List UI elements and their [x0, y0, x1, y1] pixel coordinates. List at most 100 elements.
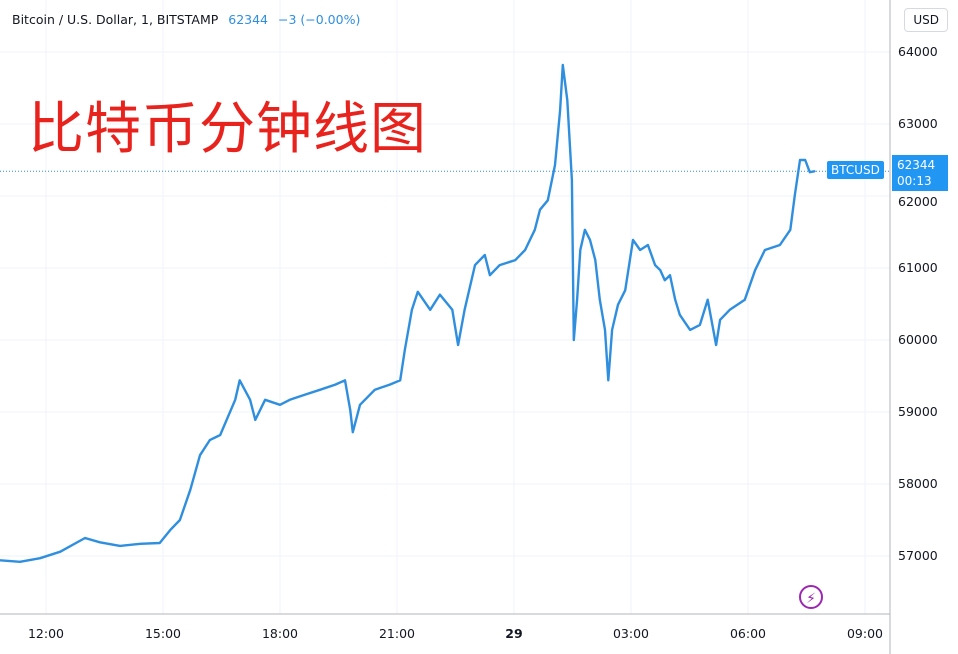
x-tick-label: 18:00	[262, 626, 298, 641]
price-point	[624, 289, 626, 292]
price-point	[639, 249, 641, 251]
price-point	[689, 329, 691, 331]
price-point	[389, 383, 391, 386]
time-axis[interactable]: 12:00 15:00 18:00 21:00 29 03:00 06:00 09:00	[28, 626, 883, 641]
price-point	[279, 404, 281, 406]
y-tick-label: 63000	[898, 116, 938, 131]
price-point	[417, 291, 419, 293]
price-point	[209, 439, 211, 441]
symbol-tag: BTCUSD	[827, 161, 884, 179]
price-point	[566, 99, 569, 101]
price-point	[374, 388, 376, 391]
price-tag-value: 62344	[897, 158, 936, 172]
chart-legend: Bitcoin / U.S. Dollar, 1, BITSTAMP 62344…	[12, 12, 360, 27]
currency-button[interactable]: USD	[904, 8, 948, 32]
price-point	[303, 393, 306, 396]
price-point	[344, 379, 346, 382]
price-point	[484, 254, 486, 256]
price-point	[699, 324, 701, 326]
price-point	[617, 303, 619, 306]
price-point	[764, 249, 766, 251]
price-point	[632, 239, 634, 241]
price-point	[429, 309, 432, 311]
price-point	[789, 229, 792, 231]
price-point	[607, 379, 610, 382]
price-point	[664, 279, 666, 282]
grid	[0, 0, 890, 614]
price-point	[669, 274, 671, 277]
price-points	[0, 64, 816, 563]
price-point	[59, 550, 62, 553]
price-point	[119, 545, 121, 547]
price-point	[559, 109, 561, 112]
price-point	[719, 319, 721, 321]
price-point	[706, 298, 709, 301]
y-tick-label: 62000	[898, 194, 938, 209]
price-point	[219, 434, 221, 436]
price-axis[interactable]: 57000 58000 59000 60000 61000 62000 63000 64000	[898, 44, 938, 563]
last-price: 62344	[228, 12, 269, 27]
price-point	[599, 298, 601, 301]
price-point	[359, 404, 361, 406]
price-point	[604, 329, 606, 331]
price-point	[39, 557, 41, 559]
price-point	[794, 194, 796, 197]
price-point	[352, 431, 354, 434]
price-point	[524, 249, 526, 251]
y-tick-label: 64000	[898, 44, 938, 59]
price-point	[779, 244, 781, 246]
price-point	[589, 239, 591, 241]
price-point	[809, 171, 811, 173]
price-point	[463, 309, 466, 311]
price-point	[573, 339, 575, 341]
symbol-description: Bitcoin / U.S. Dollar, 1, BITSTAMP	[12, 12, 219, 27]
price-point	[579, 249, 582, 251]
y-tick-label: 59000	[898, 404, 938, 419]
price-point	[411, 309, 413, 311]
price-point	[0, 559, 1, 562]
price-point	[594, 259, 597, 261]
price-point	[474, 264, 476, 266]
x-tick-label: 15:00	[145, 626, 181, 641]
price-point	[139, 543, 141, 545]
price-point	[234, 399, 236, 401]
y-tick-label: 58000	[898, 476, 938, 491]
price-point	[169, 529, 171, 531]
lightning-icon[interactable]: ⚡	[799, 585, 823, 609]
price-point	[654, 264, 656, 266]
x-tick-label: 12:00	[28, 626, 64, 641]
price-point	[534, 229, 536, 231]
price-point	[179, 519, 181, 521]
price-point	[674, 298, 676, 301]
price-change: −3 (−0.00%)	[278, 12, 361, 27]
price-point	[289, 399, 291, 401]
price-point	[715, 344, 717, 346]
price-point	[264, 399, 266, 401]
price-point	[349, 409, 352, 411]
price-point	[199, 454, 201, 457]
price-point	[744, 298, 746, 301]
price-point	[814, 170, 816, 172]
overlay-title: 比特币分钟线图	[28, 97, 427, 162]
price-point	[158, 542, 161, 544]
price-point	[238, 379, 241, 382]
price-point	[611, 329, 613, 331]
price-point	[99, 541, 101, 544]
x-tick-label: 29	[505, 626, 522, 641]
price-point	[539, 208, 541, 211]
price-point	[571, 179, 573, 181]
y-tick-label: 60000	[898, 332, 938, 347]
price-point	[498, 264, 501, 266]
price-point	[334, 383, 337, 386]
price-point	[399, 379, 402, 382]
price-point	[84, 537, 86, 539]
price-point	[489, 274, 491, 277]
price-point	[451, 309, 454, 311]
price-point	[554, 164, 556, 166]
x-tick-label: 03:00	[613, 626, 649, 641]
price-point	[249, 399, 251, 401]
price-point	[457, 344, 459, 346]
price-point	[754, 269, 756, 272]
price-point	[804, 159, 806, 161]
